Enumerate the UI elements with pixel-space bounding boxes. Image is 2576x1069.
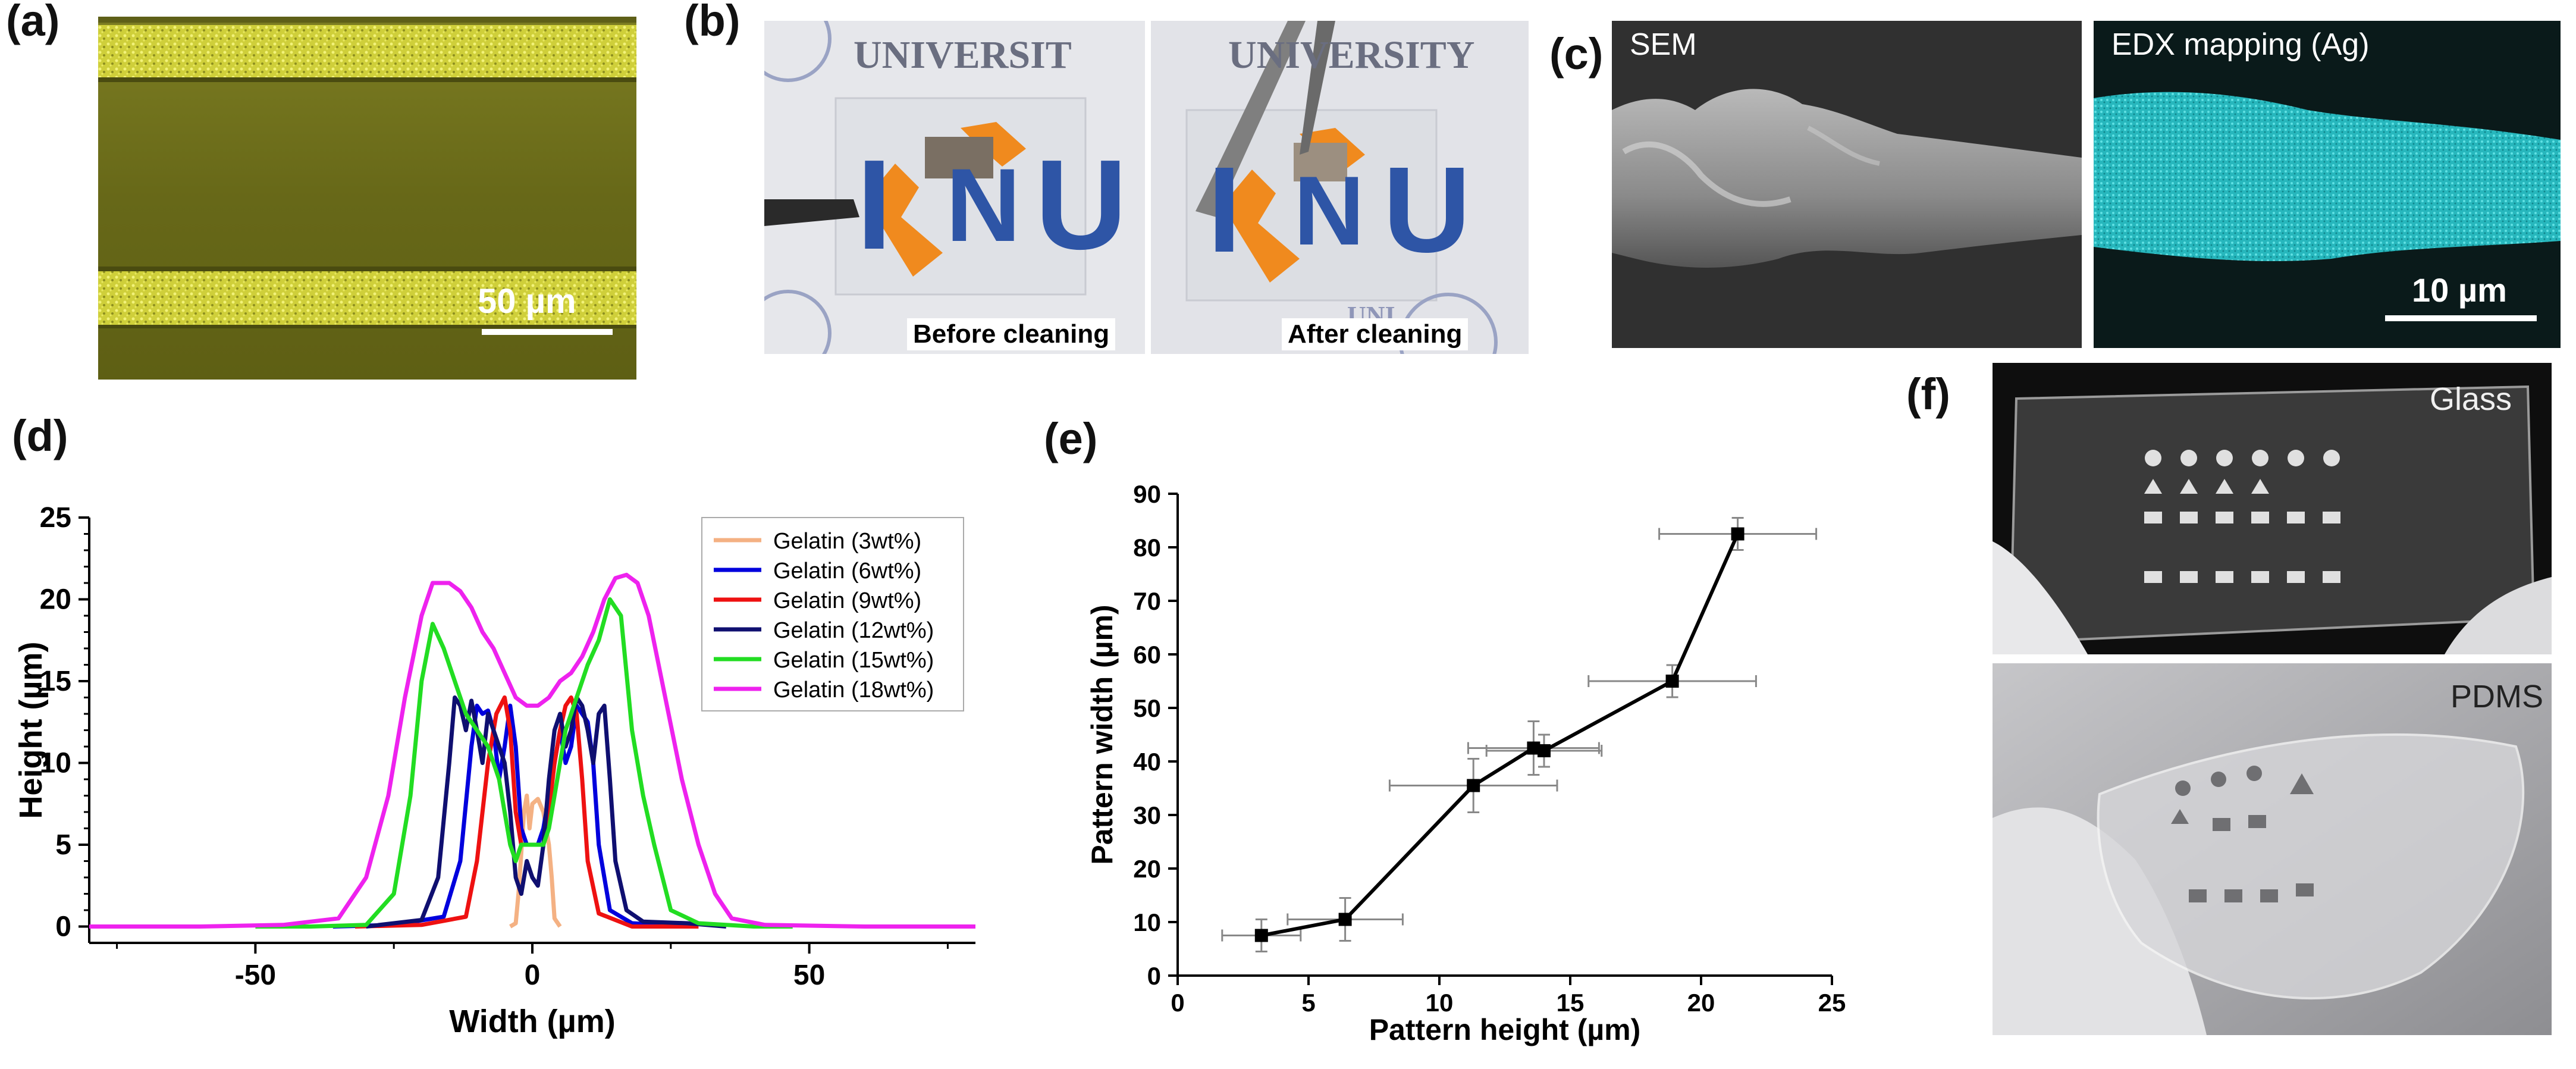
y-tick-label: 30 [1133, 801, 1161, 829]
y-axis-label: Pattern width (µm) [1085, 604, 1119, 864]
y-tick-label: 15 [40, 666, 71, 697]
panel-label-b: (b) [684, 0, 741, 45]
x-tick-label: 0 [1171, 989, 1184, 1017]
caption-after-cleaning: After cleaning [1282, 318, 1469, 350]
y-tick-label: 40 [1133, 748, 1161, 776]
x-tick-label: 20 [1687, 989, 1715, 1017]
legend-box [701, 517, 964, 711]
panel-label-c: (c) [1549, 29, 1604, 79]
data-point [1254, 929, 1268, 942]
sem-image: SEM [1612, 21, 2082, 348]
x-tick-label: 15 [1557, 989, 1584, 1017]
sem-scene [1612, 21, 2082, 348]
sign-text-right: UNIVERSITY [1228, 33, 1475, 77]
data-point [1731, 527, 1744, 541]
legend-label: Gelatin (9wt%) [773, 588, 921, 613]
series-line-6 [89, 572, 975, 929]
x-tick-label: -50 [235, 960, 276, 991]
y-tick-label: 50 [1133, 694, 1161, 722]
data-point [1338, 913, 1352, 926]
x-tick-label: 10 [1426, 989, 1454, 1017]
logo-letter-n-left: N [946, 148, 1021, 264]
legend-label: Gelatin (3wt%) [773, 529, 921, 554]
photo-glass: Glass [1993, 363, 2552, 654]
y-tick-label: 80 [1133, 534, 1161, 562]
caption-before-cleaning: Before cleaning [907, 318, 1116, 350]
data-point [1467, 779, 1480, 792]
x-tick-label: 5 [1301, 989, 1315, 1017]
photo-after-scene [1151, 21, 1529, 354]
y-tick-label: 5 [55, 829, 71, 861]
glass-scene [1993, 363, 2552, 654]
micrograph-lines [98, 17, 636, 380]
edx-scene [2094, 21, 2561, 348]
panel-label-f: (f) [1906, 369, 1950, 419]
y-tick-label: 20 [1133, 855, 1161, 883]
y-tick-label: 20 [40, 584, 71, 616]
legend-label: Gelatin (15wt%) [773, 648, 934, 673]
y-axis-label: Height (µm) [13, 641, 49, 819]
pdms-scene [1993, 663, 2552, 1035]
scale-bar-line [482, 329, 613, 335]
legend-label: Gelatin (6wt%) [773, 559, 921, 584]
edx-scale-bar-label: 10 µm [2412, 271, 2507, 309]
data-point [1538, 744, 1551, 757]
chart-e: 0 10 20 30 40 50 60 70 80 90 0 5 10 15 20 25 Pattern hei… [1085, 480, 1846, 1046]
legend-label: Gelatin (18wt%) [773, 678, 934, 703]
logo-letter-n-right: N [1294, 156, 1365, 265]
glass-label: Glass [2430, 381, 2512, 417]
sem-label: SEM [1630, 27, 1697, 62]
y-tick-label: 90 [1133, 480, 1161, 508]
pdms-label: PDMS [2451, 679, 2544, 714]
panel-label-d: (d) [12, 411, 68, 460]
y-tick-label: 70 [1133, 587, 1161, 615]
series-line-5 [255, 597, 793, 929]
sign-text-left: UNIVERSIT [854, 33, 1072, 77]
photo-after-cleaning: UNIVERSITY I N U UNI After cleaning [1151, 21, 1529, 354]
micrograph-image: 50 µm [98, 17, 636, 380]
edx-image: EDX mapping (Ag) 10 µm [2094, 21, 2561, 348]
x-axis-label: Width (µm) [449, 1004, 616, 1039]
photo-before-cleaning: UNIVERSIT I N U Before cleaning [764, 21, 1145, 354]
scale-bar-label: 50 µm [478, 282, 576, 321]
logo-letter-i-left: I [856, 133, 898, 276]
y-tick-label: 0 [1147, 962, 1161, 990]
y-tick-label: 25 [40, 502, 71, 534]
photo-before-scene [764, 21, 1145, 354]
data-point [1665, 675, 1679, 688]
panel-label-e: (e) [1044, 414, 1098, 463]
y-tick-label: 0 [55, 911, 71, 943]
logo-letter-i-right: I [1207, 142, 1241, 278]
x-axis-label: Pattern height (µm) [1369, 1013, 1641, 1046]
edx-scale-bar-line [2385, 315, 2537, 321]
photo-pdms: PDMS [1993, 663, 2552, 1035]
series-line-4 [366, 695, 727, 929]
data-line [1261, 533, 1740, 938]
y-tick-label: 10 [40, 748, 71, 779]
x-tick-label: 0 [525, 960, 541, 991]
panel-label-a: (a) [6, 0, 60, 45]
legend-label: Gelatin (12wt%) [773, 618, 934, 643]
x-tick-label: 25 [1818, 989, 1846, 1017]
logo-letter-u-left: U [1035, 133, 1128, 276]
y-tick-label: 60 [1133, 641, 1161, 669]
x-tick-label: 50 [793, 960, 825, 991]
chart-d: 0 5 10 15 20 25 -50 0 50 Width (µm) Height (µm) Gel… [13, 502, 975, 1039]
logo-letter-u-right: U [1383, 142, 1471, 278]
y-tick-label: 10 [1133, 908, 1161, 936]
data-point [1527, 741, 1540, 755]
edx-label: EDX mapping (Ag) [2111, 27, 2370, 62]
